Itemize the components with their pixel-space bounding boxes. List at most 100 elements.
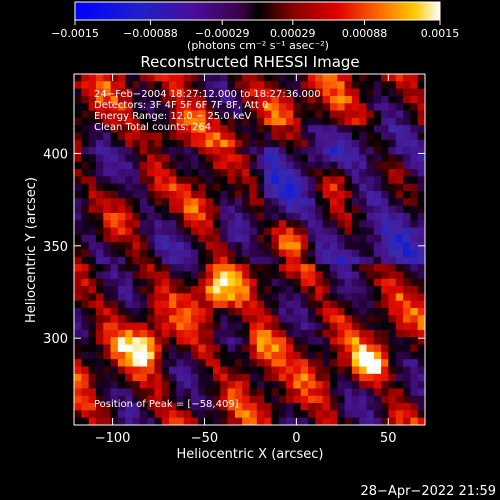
heatmap-cell — [110, 403, 119, 411]
heatmap-cell — [300, 183, 309, 192]
heatmap-cell — [329, 308, 338, 316]
heatmap-cell — [344, 132, 353, 141]
heatmap-cell — [351, 125, 360, 134]
heatmap-cell — [242, 117, 251, 126]
heatmap-cell — [373, 88, 382, 97]
heatmap-cell — [308, 110, 316, 119]
heatmap-cell — [81, 417, 90, 425]
heatmap-cell — [403, 278, 411, 287]
heatmap-cell — [117, 132, 126, 141]
heatmap-cell — [337, 154, 346, 163]
heatmap-cell — [256, 183, 265, 192]
heatmap-cell — [176, 110, 185, 119]
heatmap-cell — [103, 264, 112, 273]
heatmap-cell — [205, 103, 214, 112]
heatmap-cell — [344, 395, 353, 404]
heatmap-cell — [88, 205, 97, 214]
heatmap-cell — [344, 329, 353, 338]
heatmap-cell — [308, 161, 316, 170]
heatmap-cell — [183, 169, 192, 177]
heatmap-cell — [110, 359, 119, 368]
heatmap-cell — [198, 220, 207, 229]
heatmap-cell — [344, 271, 353, 280]
heatmap-cell — [88, 161, 97, 170]
heatmap-cell — [154, 256, 163, 265]
heatmap-cell — [337, 139, 346, 148]
heatmap-cell — [205, 132, 214, 141]
heatmap-cell — [227, 410, 236, 419]
x-tick-label: −50 — [191, 431, 218, 446]
heatmap-cell — [161, 351, 170, 360]
heatmap-cell — [117, 227, 126, 236]
heatmap-cell — [176, 161, 185, 170]
heatmap-cell — [139, 81, 148, 90]
heatmap-cell — [388, 315, 397, 324]
heatmap-cell — [286, 381, 294, 390]
heatmap-cell — [220, 293, 229, 302]
heatmap-cell — [110, 344, 119, 353]
heatmap-cell — [278, 373, 287, 382]
heatmap-cell — [300, 286, 309, 294]
heatmap-cell — [205, 271, 214, 280]
heatmap-cell — [403, 95, 411, 104]
heatmap-cell — [198, 212, 207, 221]
heatmap-cell — [381, 88, 390, 97]
heatmap-cell — [308, 147, 316, 156]
heatmap-cell — [183, 139, 192, 148]
heatmap-cell — [220, 256, 229, 265]
heatmap-cell — [300, 278, 309, 287]
heatmap-cell — [147, 176, 156, 185]
heatmap-cell — [132, 117, 141, 126]
heatmap-cell — [351, 161, 360, 170]
heatmap-cell — [242, 242, 251, 251]
heatmap-cell — [103, 381, 112, 390]
heatmap-cell — [403, 366, 411, 375]
heatmap-cell — [183, 205, 192, 214]
heatmap-cell — [308, 125, 316, 134]
heatmap-cell — [103, 103, 112, 112]
heatmap-cell — [220, 183, 229, 192]
heatmap-cell — [74, 88, 82, 97]
heatmap-cell — [403, 103, 411, 112]
heatmap-cell — [395, 373, 404, 382]
heatmap-cell — [81, 300, 90, 309]
heatmap-cell — [227, 242, 236, 251]
heatmap-cell — [256, 410, 265, 419]
heatmap-cell — [176, 373, 185, 382]
heatmap-cell — [395, 132, 404, 141]
heatmap-cell — [198, 271, 207, 280]
heatmap-cell — [359, 117, 368, 126]
heatmap-cell — [234, 147, 243, 156]
heatmap-cell — [176, 351, 185, 360]
heatmap-cell — [205, 256, 214, 265]
heatmap-cell — [410, 117, 419, 126]
heatmap-cell — [74, 308, 82, 316]
heatmap-cell — [95, 286, 104, 294]
heatmap-cell — [329, 315, 338, 324]
heatmap-cell — [88, 242, 97, 251]
heatmap-cell — [308, 198, 316, 207]
heatmap-cell — [191, 147, 199, 156]
heatmap-cell — [337, 242, 346, 251]
heatmap-cell — [81, 388, 90, 397]
heatmap-cell — [286, 322, 294, 331]
heatmap-cell — [293, 256, 302, 265]
heatmap-cell — [110, 293, 119, 302]
heatmap-cell — [88, 198, 97, 207]
heatmap-cell — [344, 249, 353, 258]
heatmap-cell — [125, 256, 134, 265]
heatmap-cell — [191, 169, 199, 177]
heatmap-cell — [227, 344, 236, 353]
heatmap-cell — [256, 95, 265, 104]
heatmap-cell — [205, 147, 214, 156]
heatmap-cell — [315, 344, 324, 353]
heatmap-cell — [403, 169, 411, 177]
heatmap-cell — [205, 417, 214, 425]
heatmap-cell — [227, 147, 236, 156]
heatmap-cell — [95, 154, 104, 163]
heatmap-cell — [95, 205, 104, 214]
heatmap-cell — [234, 256, 243, 265]
heatmap-cell — [88, 212, 97, 221]
heatmap-cell — [212, 264, 221, 273]
heatmap-cell — [242, 403, 251, 411]
